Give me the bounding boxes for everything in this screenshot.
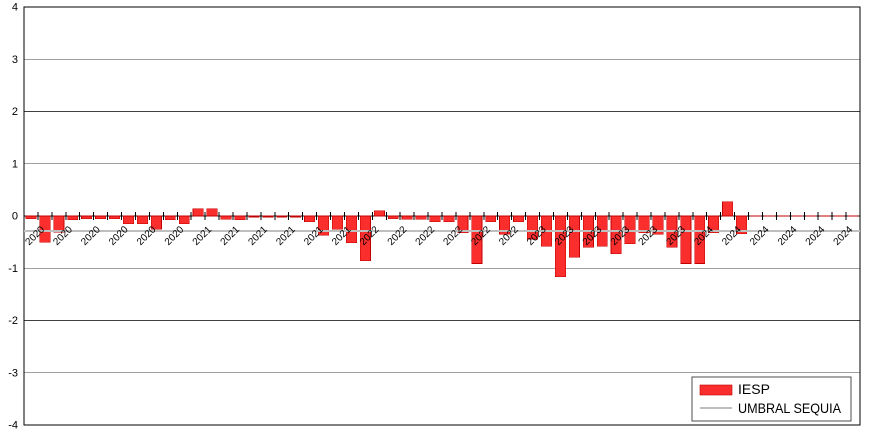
svg-text:IESP: IESP xyxy=(738,381,770,397)
svg-text:UMBRAL SEQUIA: UMBRAL SEQUIA xyxy=(738,400,842,416)
